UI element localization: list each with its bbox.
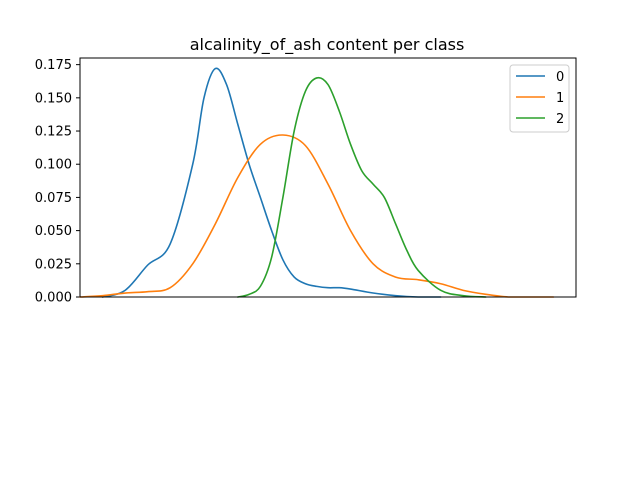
y-axis: 0.000 0.025 0.050 0.075 0.100 0.125 0.150 0.175 — [35, 58, 80, 306]
y-tick-label: 0.000 — [35, 291, 72, 306]
series-line-1 — [79, 134, 555, 298]
y-tick-label: 0.050 — [35, 224, 72, 239]
legend-label-0: 0 — [556, 70, 564, 85]
legend: 0 1 2 — [509, 64, 570, 133]
legend-box — [509, 64, 570, 133]
y-tick-label: 0.100 — [35, 158, 72, 173]
y-tick-label: 0.075 — [35, 191, 72, 206]
chart-title: alcalinity_of_ash content per class — [190, 35, 465, 55]
series-line-2 — [237, 76, 487, 298]
y-tick-label: 0.025 — [35, 257, 72, 272]
axes-frame — [79, 57, 577, 298]
y-tick-label: 0.175 — [35, 58, 72, 73]
plot-area — [79, 57, 577, 298]
legend-label-2: 2 — [556, 112, 564, 127]
y-tick-label: 0.150 — [35, 91, 72, 106]
series-lines — [79, 67, 555, 298]
legend-label-1: 1 — [556, 91, 564, 106]
y-tick-label: 0.125 — [35, 125, 72, 140]
series-line-0 — [101, 67, 442, 298]
